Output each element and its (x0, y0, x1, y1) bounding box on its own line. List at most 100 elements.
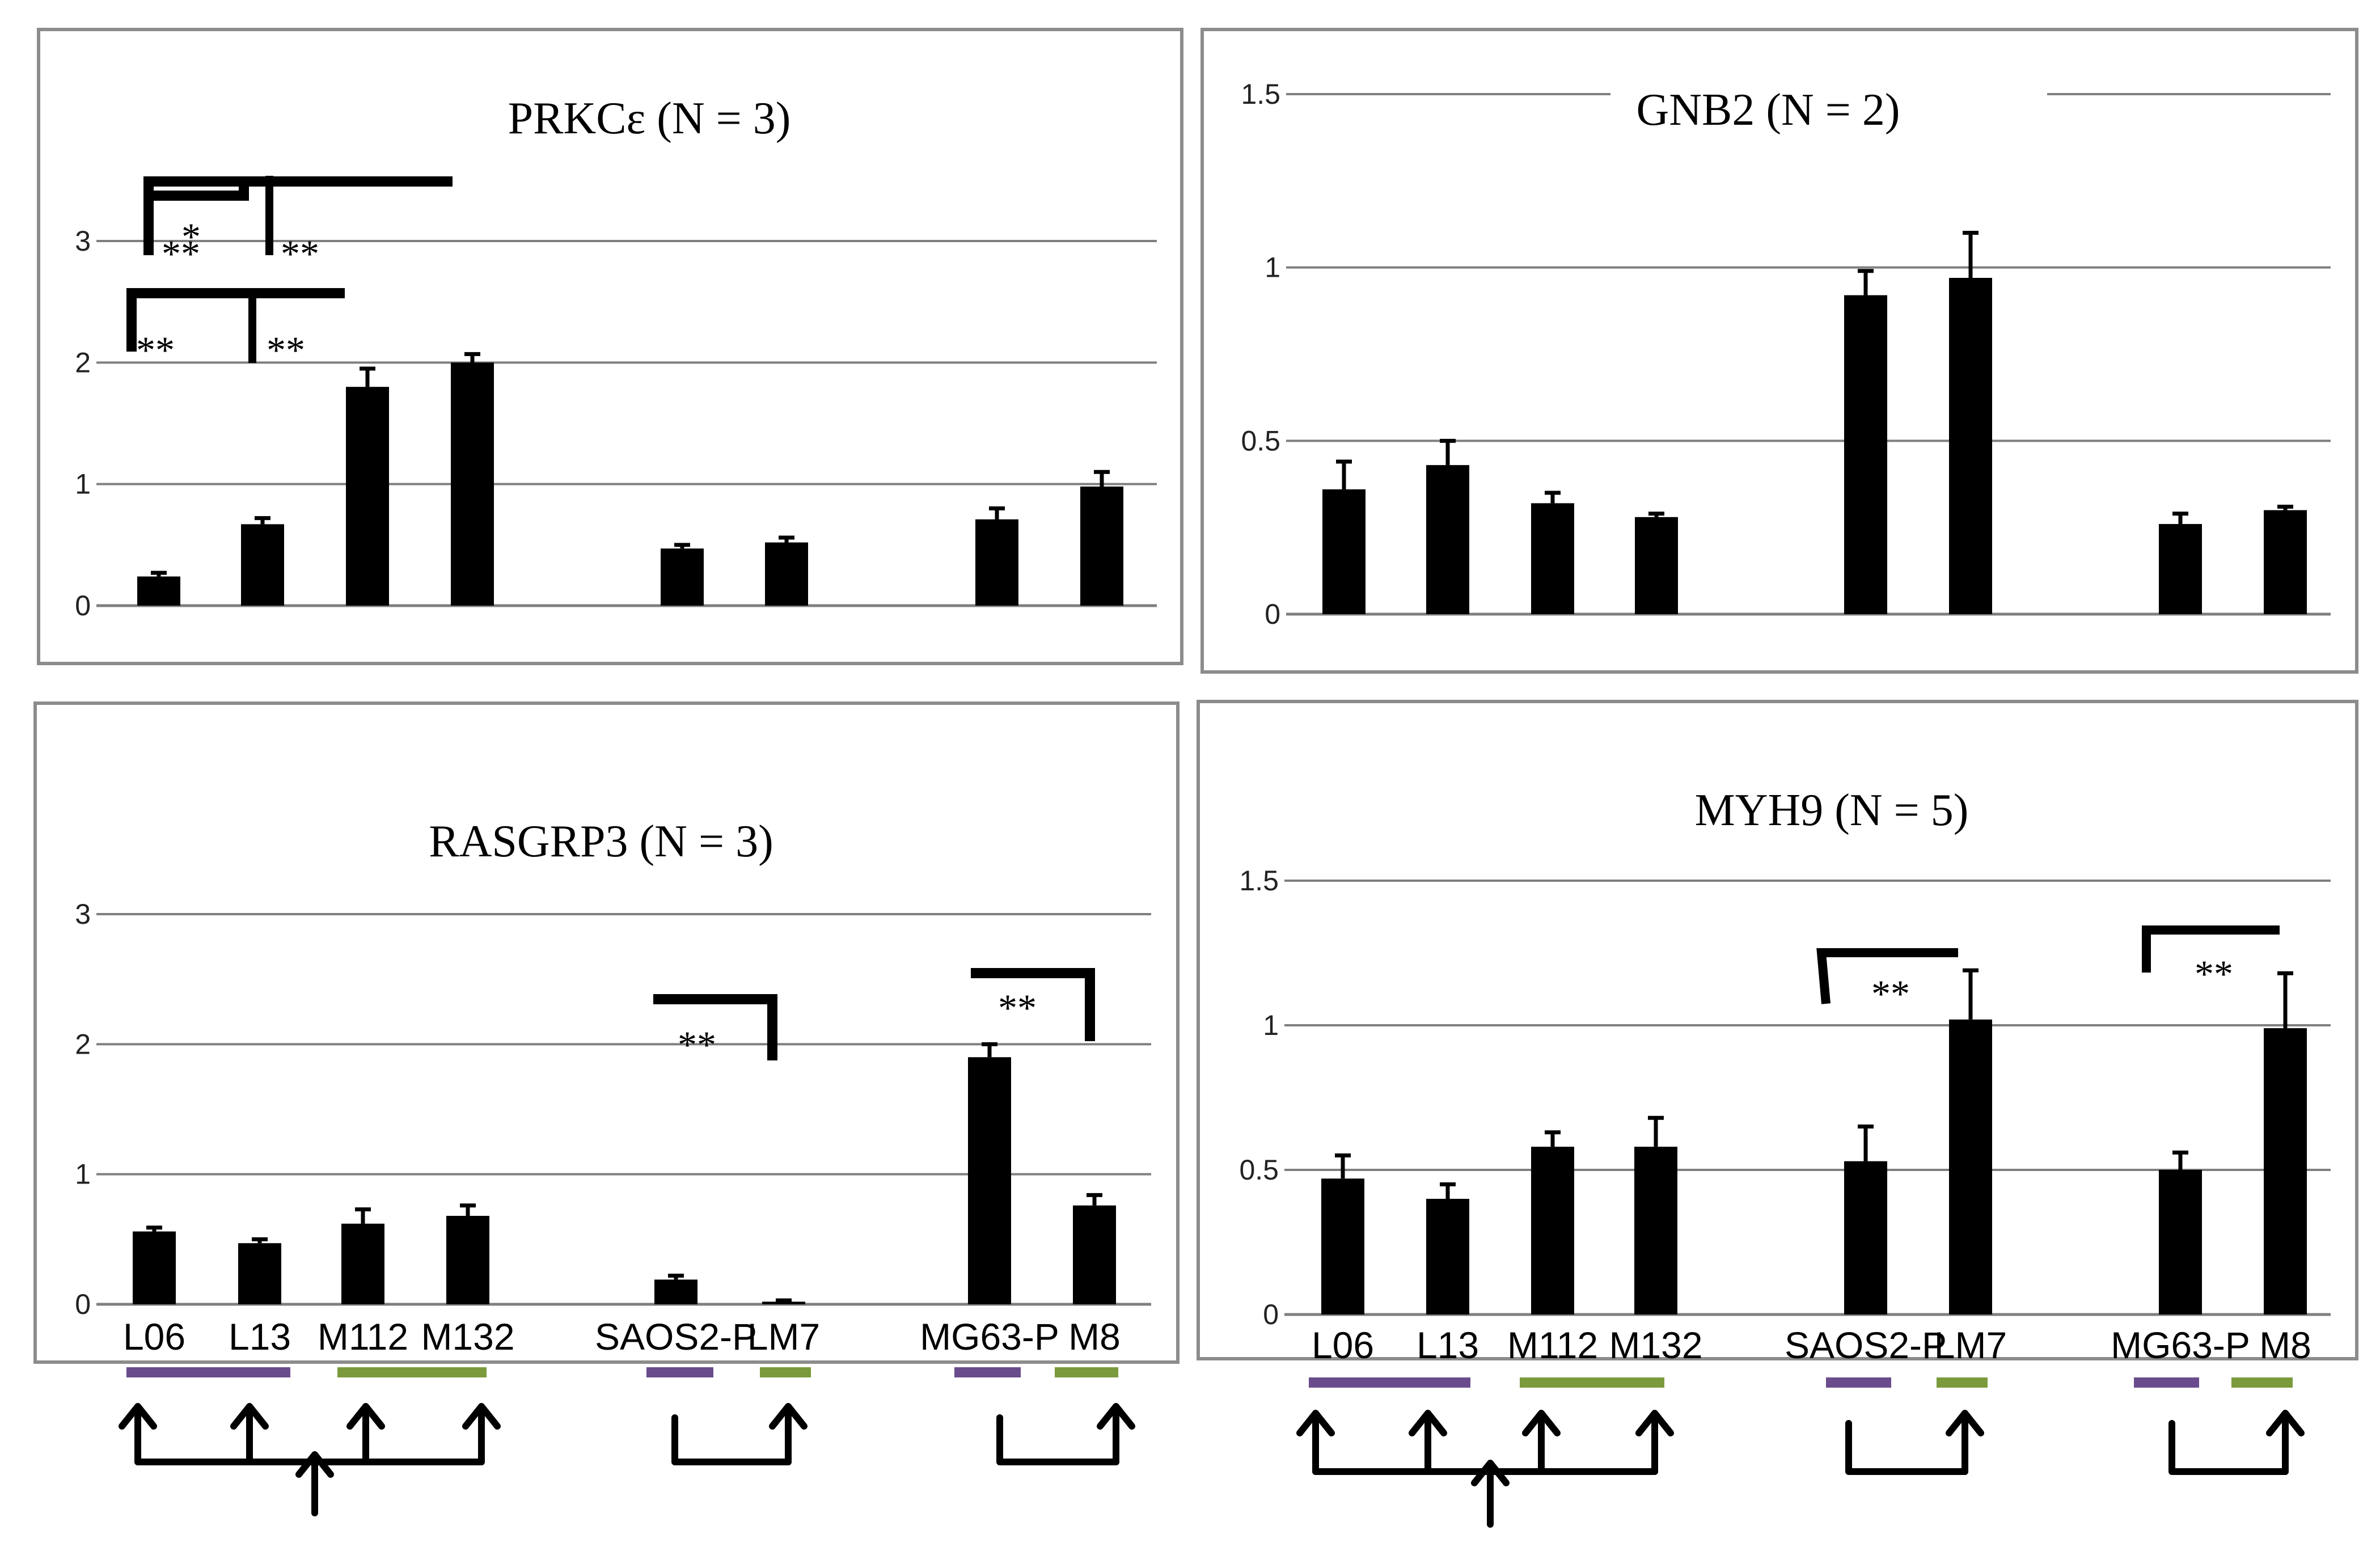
error-bar (1858, 1125, 1874, 1161)
connector-line (996, 1414, 1119, 1465)
panel-title: PRKCε (N = 3) (508, 94, 791, 143)
y-tick-label: 0.5 (1241, 425, 1280, 457)
error-bar (1440, 1182, 1456, 1199)
arrow-up-icon (1296, 1410, 1335, 1475)
error-bar (1545, 1130, 1561, 1147)
arrow-up-icon (1409, 1410, 1447, 1475)
y-tick-labels: 0 0.5 1 1.5 (1241, 78, 1280, 630)
title-backdrop (1610, 74, 2047, 136)
connector-line (1845, 1420, 1968, 1475)
bar (1080, 486, 1123, 606)
group-annotations-right (1296, 1377, 2305, 1528)
bar (1531, 503, 1574, 614)
error-bar (1648, 512, 1664, 517)
error-bars (151, 352, 1110, 577)
y-tick-label: 2 (75, 346, 91, 378)
arrow-up-icon (462, 1403, 501, 1465)
bar (1635, 517, 1678, 614)
connector-line (671, 1414, 792, 1465)
arrow-up-icon (769, 1403, 808, 1465)
bar (975, 519, 1018, 606)
error-bar (2172, 1150, 2188, 1170)
bar (1949, 1019, 1992, 1314)
x-tick-label: L13 (1417, 1324, 1479, 1366)
bar (241, 524, 284, 606)
bar (1949, 278, 1992, 614)
bar (451, 362, 494, 606)
y-tick-label: 0 (75, 1288, 91, 1320)
bar (1634, 1147, 1677, 1314)
bar (1844, 295, 1887, 614)
connector-line (2168, 1420, 2289, 1475)
x-tick-label: MG63-P (920, 1316, 1059, 1358)
significance-brackets: ** ** (1816, 925, 2280, 1015)
error-bar (1335, 1153, 1351, 1179)
y-tick-label: 0 (1265, 598, 1280, 630)
bar (133, 1231, 176, 1304)
x-tick-label: LM7 (747, 1316, 820, 1358)
panel-rasgrp3: RASGRP3 (N = 3) 0 1 2 3 ** ** L06 L13 M112 M13… (33, 701, 1180, 1364)
x-tick-label: M112 (318, 1316, 408, 1358)
x-tick-label: L06 (123, 1316, 185, 1358)
error-bar (1963, 231, 1979, 278)
sig-bracket (2142, 925, 2280, 973)
error-bars (146, 1042, 1102, 1303)
sig-label: ** (162, 232, 200, 275)
panel-title: GNB2 (N = 2) (1636, 85, 1900, 135)
lineage-arrows (1296, 1410, 2305, 1528)
error-bar (1336, 459, 1352, 489)
x-tick-label: M8 (2259, 1324, 2311, 1366)
error-bar (2277, 504, 2293, 510)
y-tick-labels: 0 1 2 3 (75, 898, 91, 1320)
bar (238, 1243, 281, 1304)
arrow-up-icon (1471, 1460, 1510, 1528)
bar (2264, 510, 2307, 614)
y-tick-label: 1.5 (1239, 865, 1279, 897)
error-bar (355, 1207, 371, 1224)
error-bar (1648, 1115, 1664, 1147)
bar (762, 1301, 805, 1304)
arrow-up-icon (119, 1403, 157, 1465)
bar (1426, 465, 1469, 614)
bar (1073, 1205, 1116, 1304)
error-bar (255, 516, 270, 525)
bar (2264, 1028, 2307, 1314)
error-bars (1335, 968, 2293, 1199)
bar (1426, 1199, 1469, 1314)
bars (1322, 278, 2307, 614)
y-tick-label: 1.5 (1241, 78, 1280, 110)
sig-bracket (126, 288, 345, 352)
error-bar (460, 1203, 476, 1216)
sig-label: ** (136, 328, 175, 371)
significance-brackets: * ** ** ** ** (126, 176, 453, 371)
x-tick-label: M8 (1068, 1316, 1121, 1358)
sig-label: ** (267, 328, 305, 371)
y-tick-label: 1 (75, 468, 91, 500)
lineage-arrows (119, 1403, 1135, 1516)
arrow-up-icon (1097, 1403, 1135, 1465)
bars (1321, 1019, 2307, 1314)
sig-label: * (181, 215, 201, 258)
y-tick-label: 3 (75, 225, 91, 257)
x-tick-label: L13 (229, 1316, 291, 1358)
x-tick-label: MG63-P (2111, 1324, 2250, 1366)
significance-brackets: ** ** (653, 968, 1095, 1066)
x-tick-label: M132 (421, 1316, 514, 1358)
x-tick-label: M112 (1507, 1324, 1598, 1366)
error-bar (1087, 1193, 1102, 1206)
error-bar (1858, 269, 1874, 295)
bar (1844, 1161, 1887, 1314)
bar (654, 1279, 697, 1304)
group-annotations-left (119, 1367, 1135, 1516)
bar (765, 542, 808, 606)
y-tick-label: 1 (1263, 1009, 1279, 1041)
error-bar (668, 1274, 684, 1280)
error-bar (464, 352, 480, 363)
error-bar (1963, 968, 1979, 1020)
panel-gnb2: GNB2 (N = 2) 0 0.5 1 1.5 (1200, 28, 2358, 674)
sig-label: ** (2195, 952, 2233, 995)
error-bar (1440, 438, 1456, 466)
panel-myh9: MYH9 (N = 5) 0 0.5 1 1.5 ** ** L06 L13 M112 M1… (1197, 700, 2358, 1366)
bar (661, 548, 704, 606)
